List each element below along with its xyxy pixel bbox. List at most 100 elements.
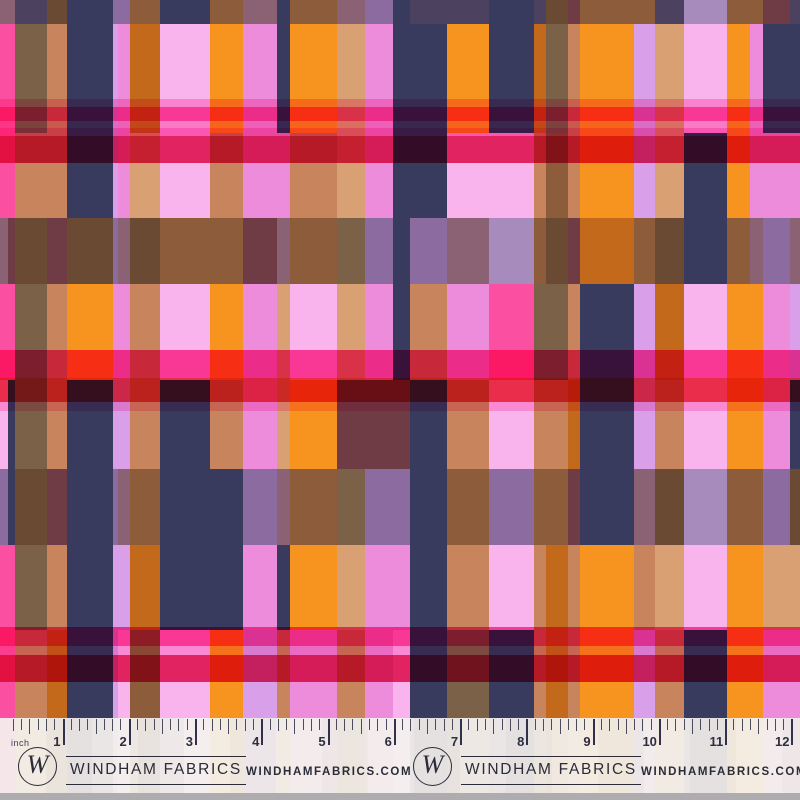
ruler-tick — [95, 719, 97, 734]
ruler-tick — [153, 719, 155, 730]
plaid-stripe — [0, 107, 800, 121]
website-text: WINDHAMFABRICS.COM — [246, 766, 413, 778]
fabric-cell — [447, 545, 489, 630]
ruler-tick — [170, 719, 172, 730]
fabric-cell — [337, 0, 365, 24]
fabric-cell — [160, 218, 210, 284]
fabric-cell — [160, 469, 210, 545]
fabric-cell — [365, 0, 393, 24]
ruler-tick — [302, 719, 304, 730]
fabric-cell — [447, 0, 489, 24]
fabric-cell — [763, 218, 790, 284]
ruler-tick — [567, 719, 569, 730]
ruler-tick — [360, 719, 362, 734]
fabric-cell — [8, 218, 15, 284]
ruler-tick — [344, 719, 346, 731]
fabric-cell — [393, 545, 410, 630]
fabric-cell — [337, 218, 365, 284]
fabric-cell — [365, 469, 393, 545]
fabric-cell — [130, 0, 160, 24]
fabric-cell — [489, 218, 534, 284]
ruler-tick — [145, 719, 147, 731]
fabric-cell — [8, 133, 15, 218]
fabric-cell — [67, 218, 113, 284]
fabric-cell — [727, 545, 750, 630]
ruler-number: 7 — [450, 734, 459, 749]
fabric-swatch — [0, 0, 800, 718]
ruler-tick — [733, 719, 735, 730]
ruler-tick — [716, 719, 718, 730]
fabric-cell — [113, 284, 118, 380]
ruler-tick — [377, 719, 379, 731]
ruler-tick — [451, 719, 453, 730]
plaid-stripe — [0, 655, 800, 682]
ruler-number: 8 — [517, 734, 525, 749]
fabric-cell — [0, 284, 8, 380]
ruler-tick — [766, 719, 768, 730]
ruler-tick — [195, 719, 198, 745]
fabric-cell — [113, 380, 118, 469]
ruler-tick — [54, 719, 56, 730]
ruler-tick — [460, 719, 463, 745]
ruler-tick — [211, 719, 213, 731]
fabric-cell — [15, 0, 47, 24]
fabric-cell — [67, 469, 113, 545]
fabric-cell — [750, 0, 763, 24]
fabric-cell — [113, 133, 118, 218]
fabric-cell — [160, 0, 210, 24]
fabric-cell — [534, 545, 546, 630]
fabric-cell — [763, 469, 790, 545]
ruler-number: 10 — [642, 734, 657, 749]
fabric-cell — [790, 218, 800, 284]
fabric-cell — [365, 545, 393, 630]
fabric-cell — [113, 24, 118, 133]
ruler-tick — [128, 719, 131, 745]
fabric-cell — [580, 469, 634, 545]
ruler-tick — [667, 719, 669, 730]
fabric-cell — [546, 469, 568, 545]
fabric-cell — [568, 545, 580, 630]
fabric-cell — [534, 218, 546, 284]
fabric-cell — [568, 218, 580, 284]
brand-wordmark: WINDHAM FABRICS — [66, 756, 246, 785]
ruler-tick — [186, 719, 188, 730]
ruler-tick — [683, 719, 685, 730]
ruler-number: 3 — [185, 734, 194, 749]
plaid-stripe — [0, 378, 800, 402]
fabric-cell — [410, 469, 447, 545]
fabric-cell — [290, 0, 337, 24]
fabric-cell — [763, 0, 790, 24]
fabric-cell — [393, 0, 410, 24]
fabric-cell — [277, 469, 290, 545]
fabric-cell — [67, 0, 113, 24]
ruler-tick — [551, 719, 553, 730]
fabric-cell — [655, 545, 684, 630]
fabric-cell — [790, 133, 800, 218]
fabric-cell — [546, 545, 568, 630]
fabric-cell — [160, 545, 210, 630]
fabric-cell — [130, 218, 160, 284]
fabric-cell — [655, 0, 684, 24]
ruler-tick — [112, 719, 114, 731]
ruler-tick — [120, 719, 122, 730]
fabric-cell — [750, 218, 763, 284]
fabric-cell — [634, 469, 655, 545]
fabric-cell — [277, 545, 290, 630]
ruler-tick — [385, 719, 387, 730]
ruler-tick — [675, 719, 677, 731]
fabric-cell — [113, 0, 118, 24]
fabric-cell — [8, 545, 15, 630]
ruler-tick — [584, 719, 586, 730]
ruler-tick — [29, 719, 31, 734]
ruler-tick — [634, 719, 636, 730]
ruler-tick — [783, 719, 785, 730]
plaid-stripe — [0, 350, 800, 378]
fabric-cell — [243, 469, 277, 545]
monogram-letter: W — [421, 749, 444, 779]
ruler-tick — [617, 719, 619, 730]
fabric-cell — [0, 24, 8, 133]
ruler-tick — [161, 719, 163, 734]
ruler-tick — [228, 719, 230, 734]
ruler-tick — [87, 719, 89, 730]
